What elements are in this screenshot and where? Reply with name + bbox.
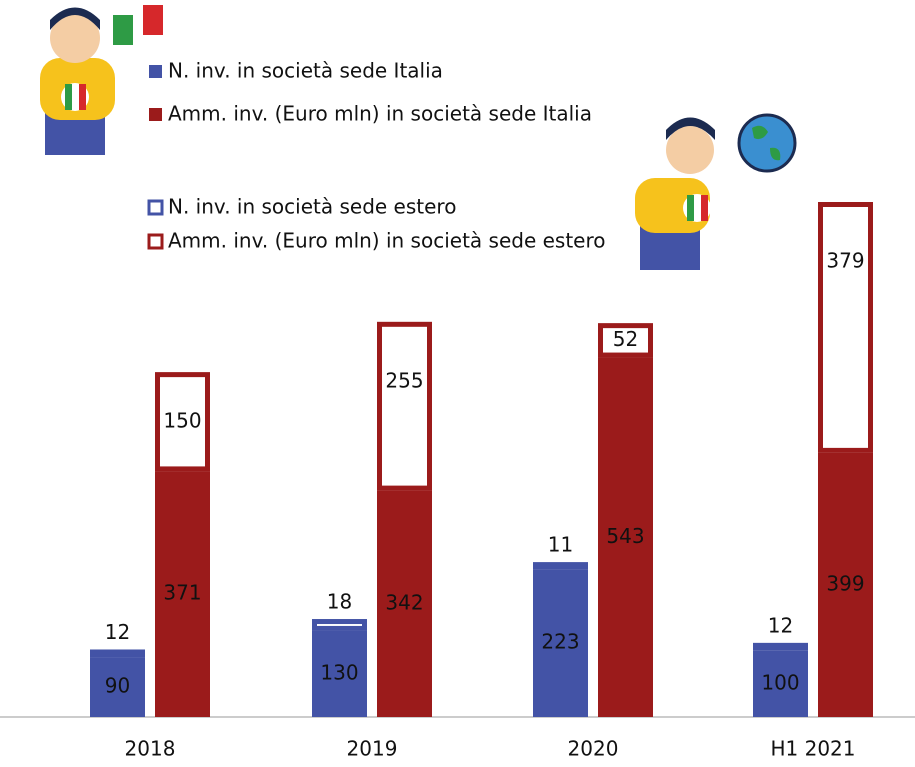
value-label: 223 (541, 630, 579, 654)
bar-segment (155, 471, 210, 717)
value-label: 18 (327, 590, 352, 614)
x-tick-label: 2020 (568, 737, 619, 761)
legend-label: N. inv. in società sede Italia (168, 59, 443, 83)
x-tick-label: H1 2021 (770, 737, 855, 761)
bar-segment (533, 562, 588, 570)
legend-label: Amm. inv. (Euro mln) in società sede Ita… (168, 102, 592, 126)
legend-swatch (147, 199, 164, 216)
value-label: 12 (768, 613, 793, 637)
bar-segment (90, 657, 145, 717)
bar-segment (312, 619, 367, 631)
value-label: 11 (548, 533, 573, 557)
value-label: 399 (826, 571, 864, 595)
legend-swatch (149, 108, 162, 121)
bar-segment (533, 569, 588, 717)
bar-segment (312, 630, 367, 717)
value-label: 90 (105, 674, 130, 698)
value-label: 379 (826, 249, 864, 273)
value-label: 255 (385, 368, 423, 392)
value-label: 150 (163, 408, 201, 432)
bar-segment (377, 490, 432, 717)
value-label: 543 (606, 524, 644, 548)
bar-segment (598, 357, 653, 717)
x-tick-label: 2018 (125, 737, 176, 761)
legend-label: Amm. inv. (Euro mln) in società sede est… (168, 229, 606, 253)
value-label: 342 (385, 590, 423, 614)
bar-segment (155, 372, 210, 472)
bar-segment (598, 323, 653, 358)
bar-segment (377, 321, 432, 491)
value-label: 12 (105, 620, 130, 644)
bar-segment (753, 650, 808, 717)
bar-segment (90, 649, 145, 658)
mascot-right (635, 113, 797, 270)
value-label: 100 (761, 670, 799, 694)
value-label: 371 (163, 581, 201, 605)
value-label: 130 (320, 660, 358, 684)
bar-segment (818, 452, 873, 717)
value-label: 52 (613, 327, 638, 351)
legend-label: N. inv. in società sede estero (168, 195, 456, 219)
x-tick-label: 2019 (347, 737, 398, 761)
mascot-left (40, 5, 163, 155)
bar-segment (818, 202, 873, 453)
legend-swatch (147, 233, 164, 250)
bar-segment (753, 642, 808, 651)
legend-swatch (149, 65, 162, 78)
